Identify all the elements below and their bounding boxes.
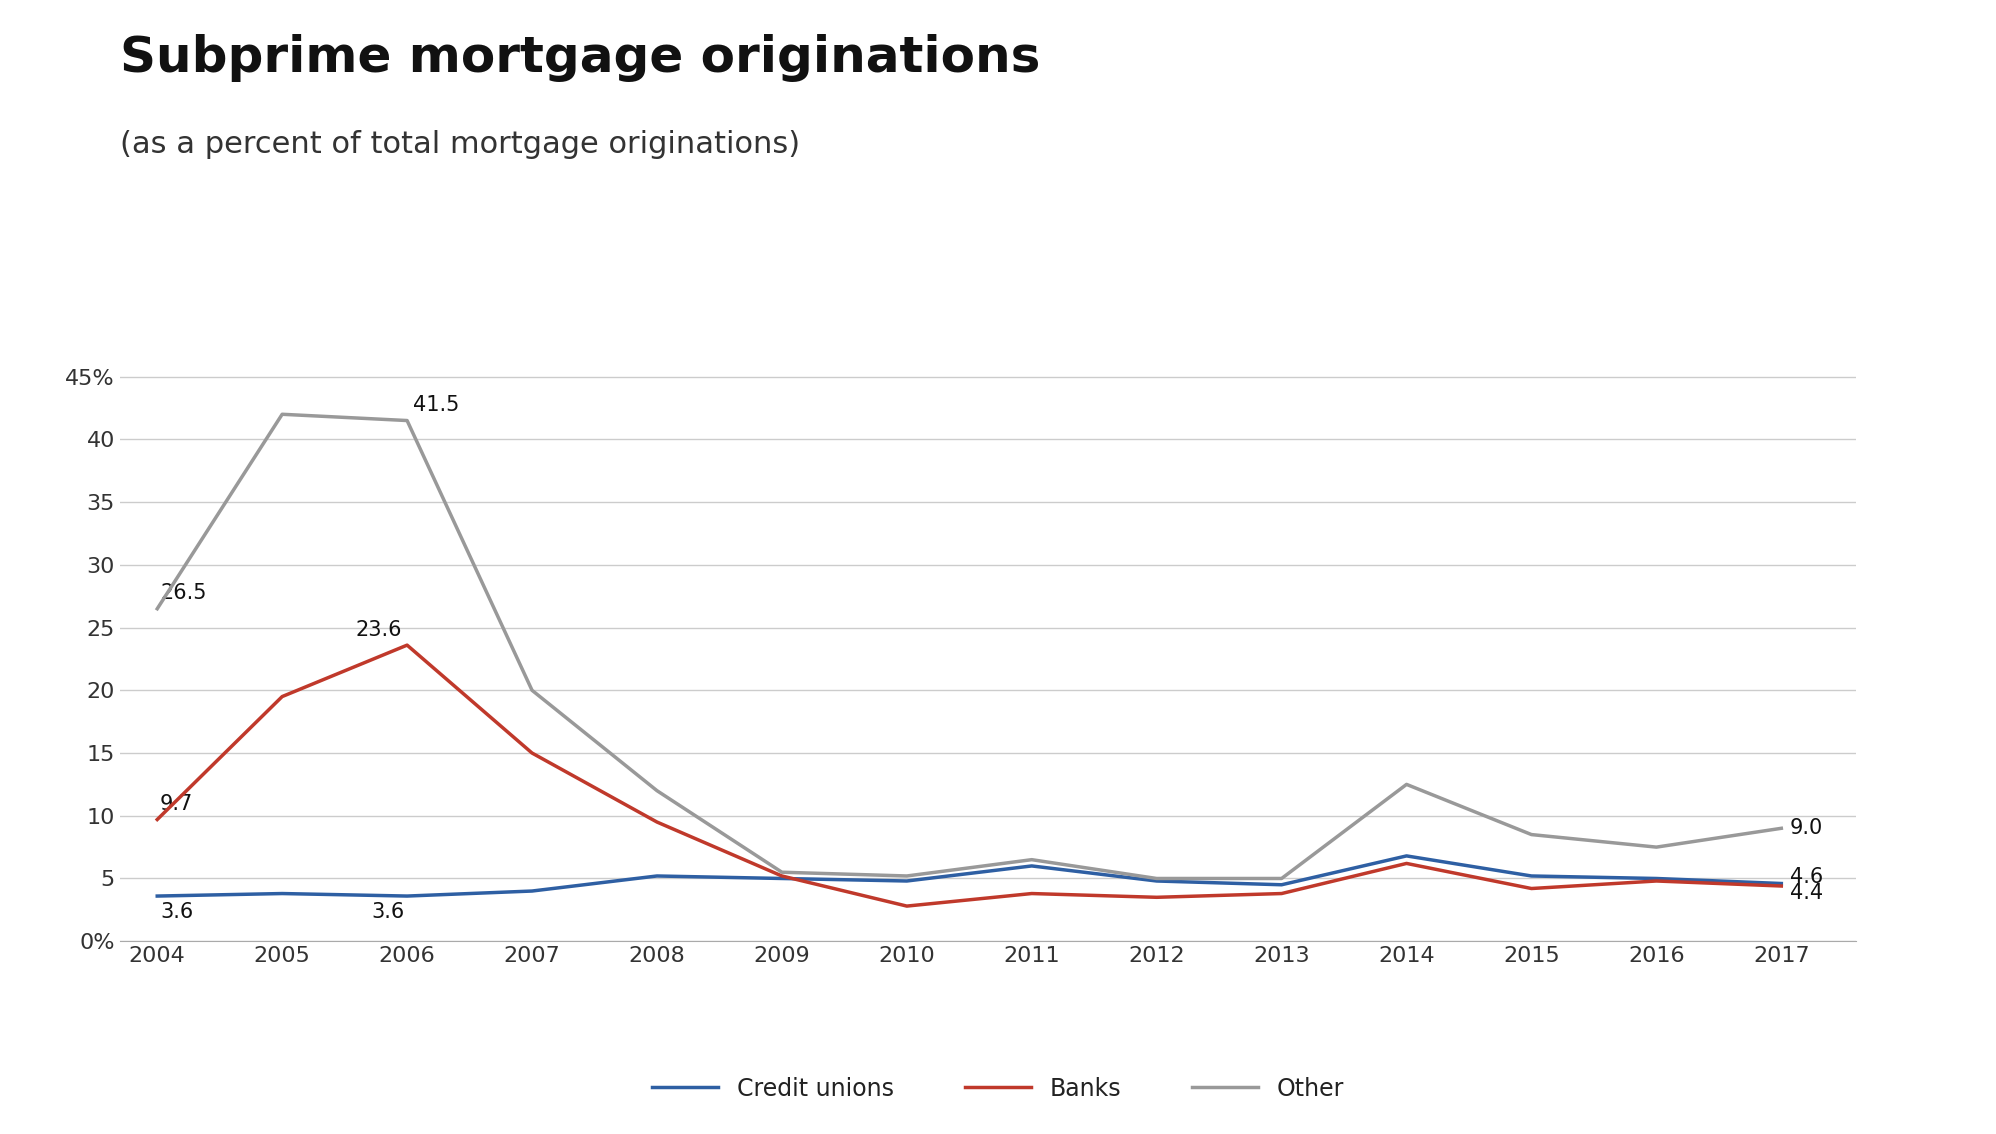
Text: (as a percent of total mortgage originations): (as a percent of total mortgage originat… — [120, 130, 800, 160]
Banks — [1020, 887, 1044, 900]
Credit unions — [1519, 869, 1543, 882]
Credit unions — [269, 887, 293, 900]
Credit unions — [146, 889, 170, 903]
Credit unions — [1269, 878, 1293, 891]
Credit unions — [395, 889, 419, 903]
Text: 3.6: 3.6 — [160, 902, 194, 922]
Banks — [1519, 882, 1543, 896]
Credit unions — [1395, 849, 1419, 863]
Banks — [269, 689, 293, 703]
Banks — [645, 815, 669, 829]
Banks — [521, 746, 545, 760]
Text: Subprime mortgage originations: Subprime mortgage originations — [120, 34, 1040, 82]
Credit unions — [894, 874, 918, 888]
Line: Banks: Banks — [158, 645, 1780, 906]
Other — [1144, 872, 1168, 886]
Other — [770, 865, 794, 879]
Other — [1768, 821, 1792, 835]
Text: 3.6: 3.6 — [371, 902, 405, 922]
Banks — [770, 869, 794, 882]
Text: 9.0: 9.0 — [1790, 819, 1822, 838]
Banks — [146, 813, 170, 827]
Banks — [1269, 887, 1293, 900]
Other — [1645, 840, 1669, 854]
Text: 26.5: 26.5 — [160, 583, 206, 603]
Other — [521, 684, 545, 697]
Credit unions — [1645, 872, 1669, 886]
Legend: Credit unions, Banks, Other: Credit unions, Banks, Other — [643, 1068, 1353, 1111]
Text: 4.4: 4.4 — [1790, 883, 1822, 903]
Banks — [1645, 874, 1669, 888]
Credit unions — [1768, 877, 1792, 890]
Other — [645, 784, 669, 797]
Text: 23.6: 23.6 — [355, 619, 401, 640]
Other — [894, 869, 918, 882]
Banks — [395, 638, 419, 652]
Banks — [894, 899, 918, 913]
Other — [1519, 828, 1543, 841]
Credit unions — [770, 872, 794, 886]
Line: Other: Other — [158, 414, 1780, 879]
Text: 41.5: 41.5 — [413, 395, 459, 415]
Credit unions — [521, 885, 545, 898]
Other — [1269, 872, 1293, 886]
Text: 4.6: 4.6 — [1790, 866, 1822, 887]
Other — [1395, 778, 1419, 792]
Other — [1020, 853, 1044, 866]
Credit unions — [1020, 860, 1044, 873]
Credit unions — [1144, 874, 1168, 888]
Other — [146, 602, 170, 616]
Banks — [1144, 890, 1168, 904]
Other — [395, 414, 419, 428]
Banks — [1768, 879, 1792, 892]
Other — [269, 407, 293, 421]
Text: 9.7: 9.7 — [160, 794, 194, 814]
Banks — [1395, 856, 1419, 870]
Credit unions — [645, 869, 669, 882]
Line: Credit unions: Credit unions — [158, 856, 1780, 896]
